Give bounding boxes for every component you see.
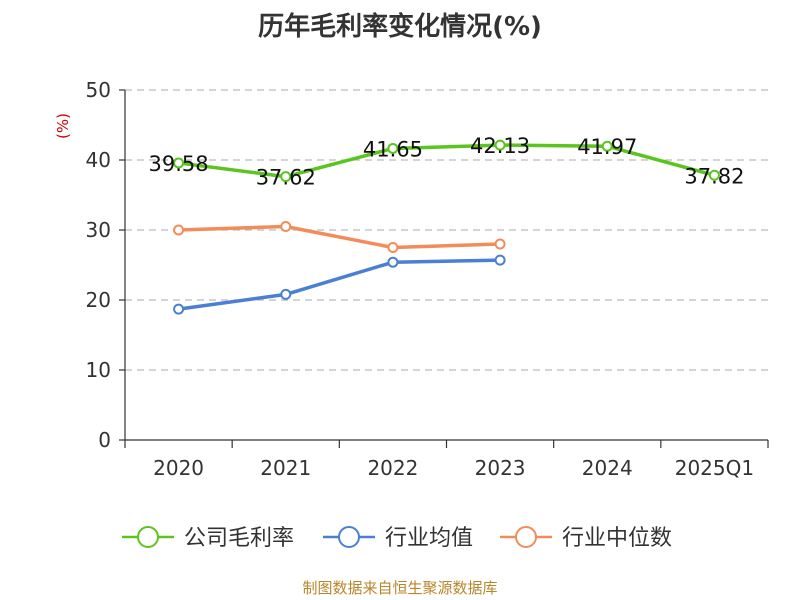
x-tick-label: 2025Q1 xyxy=(675,456,754,480)
y-axis-label: (%) xyxy=(54,113,72,139)
x-tick-label: 2024 xyxy=(582,456,633,480)
source-note: 制图数据来自恒生聚源数据库 xyxy=(302,579,498,597)
data-point xyxy=(173,303,185,315)
chart-title: 历年毛利率变化情况(%) xyxy=(258,12,542,42)
data-label: 41.97 xyxy=(577,135,637,159)
series-line xyxy=(178,224,501,250)
y-tick-label: 20 xyxy=(86,288,111,312)
data-point xyxy=(173,224,185,236)
y-tick-label: 30 xyxy=(86,218,111,242)
data-label: 39.58 xyxy=(149,152,209,176)
data-label: 37.82 xyxy=(684,164,744,188)
legend-label: 行业中位数 xyxy=(562,526,672,551)
data-point xyxy=(387,256,399,268)
y-tick-label: 40 xyxy=(86,148,111,172)
data-label: 37.62 xyxy=(256,166,316,190)
x-tick-label: 2020 xyxy=(153,456,204,480)
legend-marker xyxy=(515,526,537,548)
data-point xyxy=(280,221,292,232)
series-line xyxy=(178,258,501,311)
legend-item: 行业均值 xyxy=(323,526,473,551)
data-point xyxy=(280,171,292,183)
data-labels: 39.58 37.62 41.65 42.13 41.97 37.82 xyxy=(149,134,745,190)
data-point xyxy=(708,169,720,181)
data-point xyxy=(387,242,399,253)
data-point xyxy=(173,157,185,169)
legend-marker xyxy=(137,526,159,548)
legend-item: 行业中位数 xyxy=(500,526,672,551)
y-tick-label: 10 xyxy=(86,358,111,382)
data-point xyxy=(387,142,399,154)
legend-item: 公司毛利率 xyxy=(122,526,294,551)
legend-label: 行业均值 xyxy=(385,526,473,551)
data-label: 42.13 xyxy=(470,134,530,158)
y-tick-label: 50 xyxy=(86,78,111,102)
legend: 公司毛利率 行业均值 行业中位数 xyxy=(122,526,672,551)
data-point xyxy=(494,139,506,151)
x-tick-label: 2023 xyxy=(475,456,526,480)
y-tick-label: 0 xyxy=(98,428,111,452)
data-point xyxy=(494,238,506,250)
data-point xyxy=(601,140,613,152)
x-tick-label: 2021 xyxy=(260,456,311,480)
x-tick-label: 2022 xyxy=(367,456,418,480)
series-layer xyxy=(173,139,720,315)
data-label: 41.65 xyxy=(363,137,423,161)
axes: 0 10 20 30 40 50 2020 2021 2022 2023 2024 2025Q1 (%) xyxy=(54,78,769,480)
data-point xyxy=(280,288,292,300)
legend-label: 公司毛利率 xyxy=(184,526,294,551)
series-line xyxy=(178,143,715,179)
data-point xyxy=(494,254,506,266)
legend-marker xyxy=(338,526,360,548)
